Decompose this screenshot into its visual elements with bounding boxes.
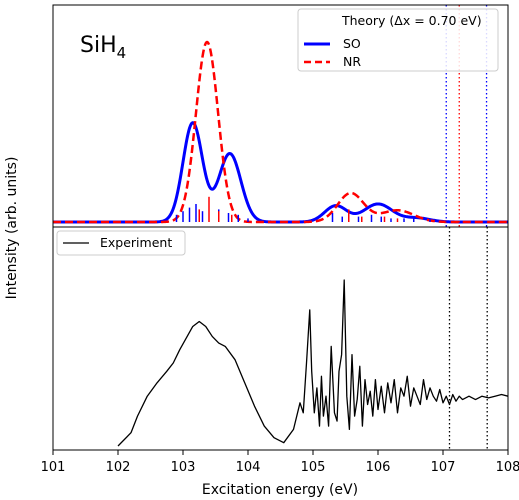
x-tick-label: 103 bbox=[171, 460, 196, 475]
series-experiment-line bbox=[117, 279, 508, 447]
x-tick-label: 108 bbox=[496, 460, 519, 475]
series-nr-line bbox=[53, 40, 508, 224]
legend-title: Theory (Δx = 0.70 eV) bbox=[341, 13, 482, 28]
top-panel: SiH4 Theory (Δx = 0.70 eV) SO NR bbox=[52, 4, 509, 228]
theory-sticks bbox=[175, 196, 431, 222]
x-tick-label: 105 bbox=[301, 460, 326, 475]
top-legend: Theory (Δx = 0.70 eV) SO NR bbox=[297, 8, 499, 72]
bottom-axes-frame bbox=[52, 226, 509, 451]
legend-box bbox=[297, 8, 499, 72]
experiment-edges bbox=[448, 227, 488, 450]
legend-nr-label: NR bbox=[343, 54, 361, 69]
x-tick-label: 101 bbox=[41, 460, 66, 475]
molecule-label: SiH4 bbox=[80, 33, 126, 62]
theory-curves bbox=[53, 40, 508, 224]
legend-experiment-label: Experiment bbox=[100, 235, 172, 250]
bottom-panel: Experiment bbox=[52, 226, 509, 451]
bottom-legend: Experiment bbox=[56, 230, 186, 256]
x-tick-label: 102 bbox=[106, 460, 131, 475]
y-axis-label: Intensity (arb. units) bbox=[4, 157, 20, 300]
legend-so-label: SO bbox=[343, 36, 361, 51]
experiment-curve bbox=[117, 279, 508, 447]
x-tick-label: 106 bbox=[366, 460, 391, 475]
x-tick-label: 104 bbox=[236, 460, 261, 475]
series-so-line bbox=[53, 121, 508, 224]
x-axis-label: Excitation energy (eV) bbox=[202, 482, 358, 498]
legend-box bbox=[56, 230, 186, 256]
x-axis: 101 102 103 104 105 106 107 108 bbox=[41, 450, 519, 475]
x-tick-label: 107 bbox=[431, 460, 456, 475]
